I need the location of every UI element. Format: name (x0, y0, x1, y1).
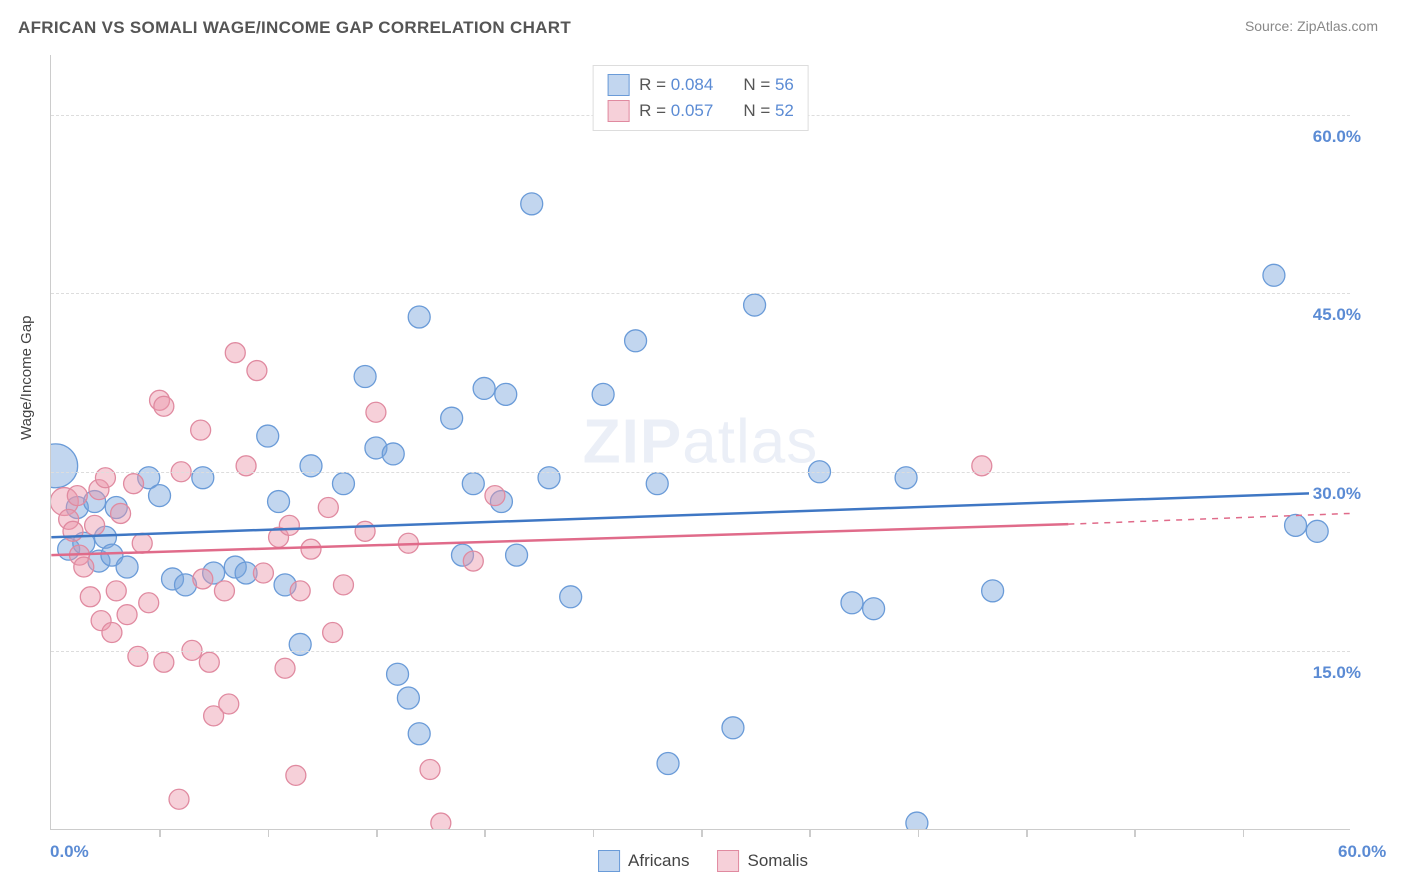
y-tick-label: 60.0% (1309, 127, 1365, 147)
x-tick (809, 829, 811, 837)
legend-swatch (717, 850, 739, 872)
x-axis-max-label: 60.0% (1338, 842, 1386, 862)
source-attribution: Source: ZipAtlas.com (1245, 18, 1378, 34)
x-tick (593, 829, 595, 837)
legend-correlation-box: R = 0.084 N = 56 R = 0.057 N = 52 (592, 65, 809, 131)
grid-line (51, 293, 1350, 294)
legend-series: Africans Somalis (598, 850, 808, 872)
chart-plot-area: ZIPatlas R = 0.084N = 56R = 0.057N = 52 … (50, 55, 1350, 830)
legend-row: R = 0.057 N = 52 (607, 98, 794, 124)
x-tick (701, 829, 703, 837)
x-tick (918, 829, 920, 837)
legend-label: Africans (628, 851, 689, 871)
legend-n-label: N = 56 (743, 75, 794, 95)
legend-swatch (607, 74, 629, 96)
legend-label: Somalis (747, 851, 807, 871)
grid-line (51, 472, 1350, 473)
x-tick (159, 829, 161, 837)
chart-title: AFRICAN VS SOMALI WAGE/INCOME GAP CORREL… (18, 18, 571, 38)
legend-swatch (598, 850, 620, 872)
x-tick (1243, 829, 1245, 837)
y-axis-title: Wage/Income Gap (18, 315, 35, 440)
grid-line (51, 651, 1350, 652)
y-tick-label: 15.0% (1309, 663, 1365, 683)
watermark: ZIPatlas (583, 407, 818, 478)
x-tick (1026, 829, 1028, 837)
legend-item: Somalis (717, 850, 807, 872)
legend-swatch (607, 100, 629, 122)
legend-r-label: R = 0.084 (639, 75, 713, 95)
x-tick (376, 829, 378, 837)
legend-n-label: N = 52 (743, 101, 794, 121)
legend-r-label: R = 0.057 (639, 101, 713, 121)
y-tick-label: 45.0% (1309, 305, 1365, 325)
y-tick-label: 30.0% (1309, 484, 1365, 504)
x-tick (484, 829, 486, 837)
x-axis-min-label: 0.0% (50, 842, 89, 862)
x-tick (268, 829, 270, 837)
legend-row: R = 0.084 N = 56 (607, 72, 794, 98)
chart-svg (51, 55, 1350, 829)
x-tick (1134, 829, 1136, 837)
legend-item: Africans (598, 850, 689, 872)
